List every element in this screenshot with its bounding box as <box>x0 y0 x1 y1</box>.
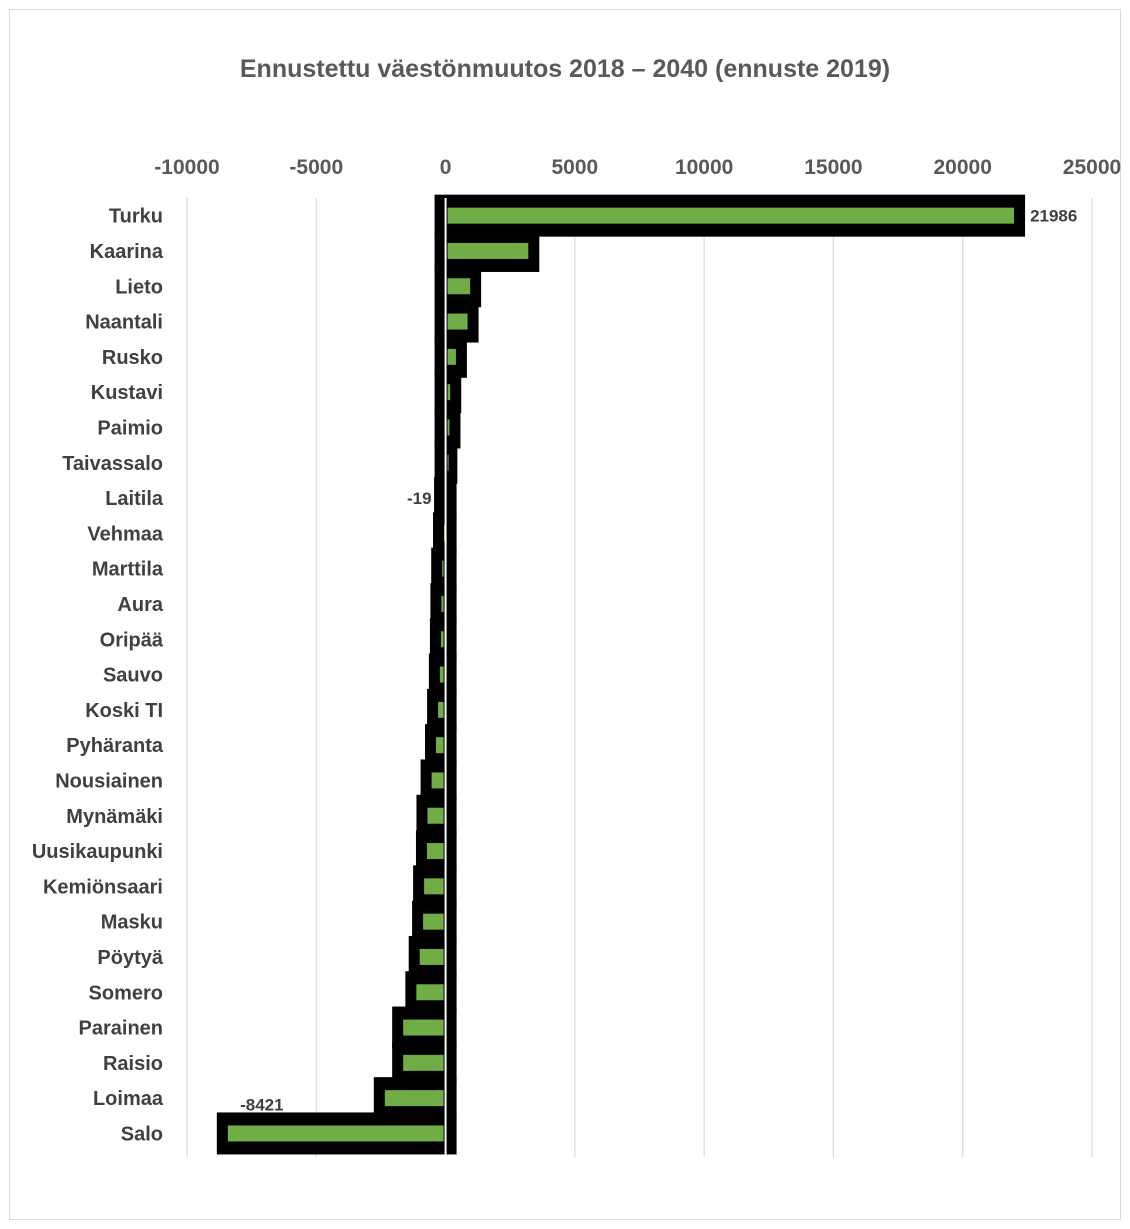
category-label: Laitila <box>105 488 164 510</box>
bar-nousiainen <box>431 772 444 789</box>
bar-salo <box>227 1125 444 1142</box>
bar-outline <box>431 547 457 590</box>
category-label: Loimaa <box>93 1088 164 1110</box>
chart-frame <box>9 9 1121 1220</box>
x-tick-label: 20000 <box>934 156 992 179</box>
category-label: Kaarina <box>90 241 164 263</box>
category-label: Pyhäranta <box>66 735 164 757</box>
category-label: Parainen <box>79 1018 163 1040</box>
category-label: Masku <box>101 912 163 934</box>
category-labels: Turku Kaarina Lieto Naantali Rusko Kustavi Pai… <box>32 206 164 1146</box>
bar-kaarina <box>447 242 529 259</box>
bar-aura <box>441 595 444 612</box>
category-label: Uusikaupunki <box>32 841 163 863</box>
category-label: Somero <box>89 982 163 1004</box>
category-label: Pöytyä <box>97 947 163 969</box>
bar-sauvo <box>439 666 444 683</box>
category-label: Kustavi <box>91 382 163 404</box>
category-label: Mynämäki <box>66 806 163 828</box>
bar-oripää <box>440 631 444 648</box>
bar-pyhäranta <box>436 737 444 754</box>
bar-pöytyä <box>419 948 444 965</box>
x-tick-label: -5000 <box>289 156 343 179</box>
category-label: Naantali <box>85 312 163 334</box>
bar-lieto <box>447 278 471 295</box>
bar-somero <box>416 984 444 1001</box>
x-tick-label: 5000 <box>551 156 598 179</box>
x-tick-label: 15000 <box>804 156 862 179</box>
bar-mynämäki <box>427 807 444 824</box>
category-label: Salo <box>121 1123 163 1145</box>
bars <box>216 194 1026 1157</box>
category-label: Kemiönsaari <box>43 876 163 898</box>
category-label: Lieto <box>115 276 163 298</box>
bar-paimio <box>447 419 450 436</box>
category-label: Vehmaa <box>87 523 163 545</box>
data-label: -19 <box>407 489 432 508</box>
category-label: Sauvo <box>103 665 163 687</box>
bar-parainen <box>403 1019 444 1036</box>
bar-uusikaupunki <box>426 843 444 860</box>
category-label: Taivassalo <box>62 453 163 475</box>
bar-loimaa <box>384 1090 444 1107</box>
category-label: Oripää <box>100 629 164 651</box>
bar-vehmaa <box>444 525 446 542</box>
data-labels: 21986 -19 -8421 <box>240 207 1077 1115</box>
bar-marttila <box>442 560 444 577</box>
category-label: Aura <box>117 594 163 616</box>
category-label: Rusko <box>102 347 163 369</box>
x-tick-label: 0 <box>440 156 452 179</box>
x-axis-ticks: -10000 -5000 0 5000 10000 15000 20000 25000 <box>154 156 1121 179</box>
category-label: Turku <box>109 206 163 228</box>
bar-kustavi <box>447 384 451 401</box>
bar-koski-ti <box>438 701 444 718</box>
data-label: -8421 <box>240 1095 283 1114</box>
gridlines <box>186 198 1093 1157</box>
bar-masku <box>423 913 444 930</box>
bar-kemiönsaari <box>424 878 444 895</box>
bar-naantali <box>447 313 468 330</box>
bar-turku <box>447 207 1015 224</box>
data-label: 21986 <box>1030 207 1077 226</box>
chart-title: Ennustettu väestönmuutos 2018 – 2040 (en… <box>239 55 891 83</box>
x-tick-label: 25000 <box>1063 156 1121 179</box>
category-label: Koski TI <box>85 700 163 722</box>
bar-raisio <box>403 1054 444 1071</box>
category-label: Nousiainen <box>55 770 163 792</box>
bar-rusko <box>447 348 456 365</box>
category-label: Raisio <box>103 1053 163 1075</box>
category-label: Marttila <box>92 559 164 581</box>
x-tick-label: -10000 <box>154 156 219 179</box>
x-tick-label: 10000 <box>675 156 733 179</box>
category-label: Paimio <box>97 417 163 439</box>
bar-taivassalo <box>447 454 449 471</box>
bar-outline <box>434 406 461 449</box>
